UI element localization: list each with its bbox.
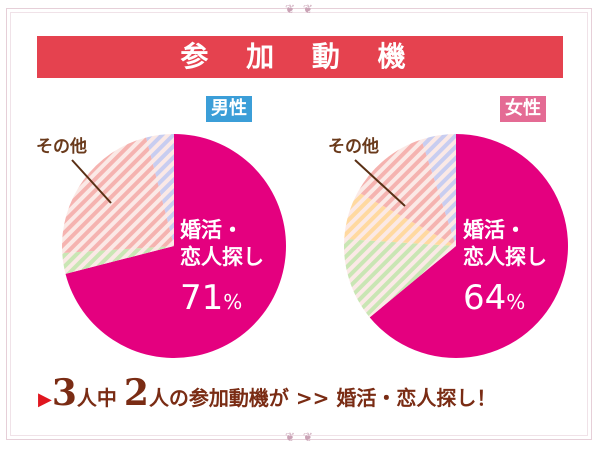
main-label-male: 婚活・ 恋人探し (180, 217, 264, 271)
badge-female: 女性 (500, 96, 546, 122)
main-label-line: 婚活・ (463, 218, 526, 242)
main-label-female: 婚活・ 恋人探し (463, 217, 547, 271)
badge-male: 男性 (206, 96, 252, 122)
pct-value: 64 (463, 278, 507, 318)
summary-num1: 3 (51, 372, 77, 414)
summary-line: ▶3人中 2人の参加動機が >> 婚活・恋人探し！ (38, 372, 496, 414)
pct-male: 71% (180, 278, 242, 318)
border-frame (6, 8, 592, 440)
pie-slice-other-yellow (344, 192, 456, 246)
pct-unit: % (506, 290, 526, 314)
other-label-male: その他 (36, 137, 87, 157)
pie-slice-other-green (344, 238, 456, 318)
summary-text2: 人の参加動機が >> 婚活・恋人探し！ (148, 386, 497, 410)
pct-unit: % (223, 290, 243, 314)
pie-male (62, 134, 287, 358)
border-frame-inner (10, 12, 588, 436)
main-label-line: 恋人探し (180, 245, 264, 269)
pie-slice-other-green (62, 246, 174, 274)
summary-num2: 2 (123, 372, 149, 414)
main-label-line: 恋人探し (463, 245, 547, 269)
other-label-female: その他 (328, 137, 379, 157)
pie-slice-main (65, 134, 287, 358)
top-ornament: ❦ ❦ (285, 2, 315, 16)
title-bar: 参 加 動 機 (37, 36, 563, 78)
other-pointer-male (71, 159, 112, 204)
bottom-ornament: ❦ ❦ (285, 430, 315, 444)
main-label-line: 婚活・ (180, 218, 243, 242)
pie-slice-other-blue (421, 134, 456, 246)
summary-text1: 人中 (76, 386, 117, 410)
pie-slice-other-blue (146, 134, 174, 246)
other-pointer-female (354, 159, 406, 207)
pct-female: 64% (463, 278, 525, 318)
pie-slice-other-salmon (357, 139, 456, 246)
pct-value: 71 (180, 278, 224, 318)
pie-slice-other-salmon (62, 137, 174, 254)
pie-slice-main (369, 134, 568, 358)
pie-female (344, 134, 568, 358)
arrow-icon: ▶ (38, 389, 52, 410)
